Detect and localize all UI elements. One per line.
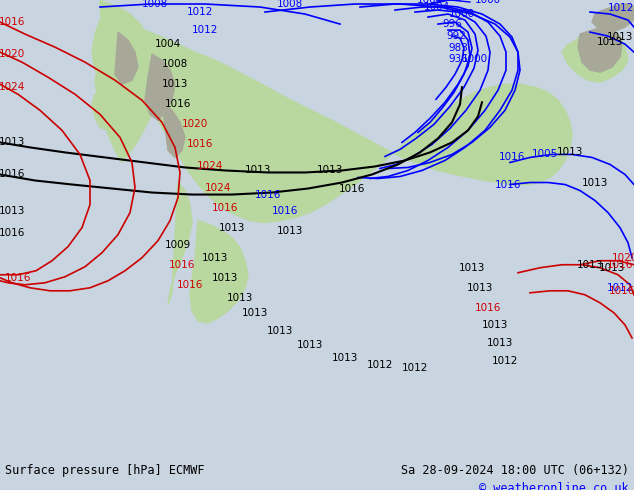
Text: 1016: 1016 [5,273,31,283]
Text: 1024: 1024 [205,182,231,193]
Text: 1013: 1013 [277,225,303,236]
Text: 983: 983 [448,43,468,53]
Text: 1004: 1004 [155,39,181,49]
Text: 1020: 1020 [612,253,634,263]
Text: 1024: 1024 [197,162,223,172]
Polygon shape [578,27,622,72]
Polygon shape [92,92,118,130]
Text: 1012: 1012 [492,356,518,366]
Text: 1013: 1013 [212,273,238,283]
Polygon shape [92,20,128,77]
Text: 1020: 1020 [0,49,25,59]
Polygon shape [118,20,572,222]
Text: 1016: 1016 [187,139,213,149]
Text: 1012: 1012 [608,3,634,13]
Text: 1016: 1016 [177,280,203,290]
Text: 1016: 1016 [499,152,525,162]
Text: 1012: 1012 [607,283,633,293]
Text: 1000: 1000 [475,0,501,5]
Polygon shape [115,32,138,84]
Text: 1004: 1004 [417,0,443,5]
Text: 1013: 1013 [227,293,253,303]
Polygon shape [562,27,628,82]
Text: 1013: 1013 [482,320,508,330]
Text: 1013: 1013 [219,222,245,233]
Polygon shape [190,220,248,323]
Text: 936: 936 [448,54,468,64]
Text: 1013: 1013 [202,253,228,263]
Text: 1008: 1008 [162,59,188,69]
Text: 1012: 1012 [367,360,393,370]
Text: 1000: 1000 [449,9,475,19]
Text: 1008: 1008 [142,0,168,9]
Text: 1013: 1013 [487,338,513,348]
Text: 996: 996 [442,19,462,29]
Text: 1016: 1016 [609,286,634,296]
Text: 1012: 1012 [402,363,428,373]
Text: 1020: 1020 [182,120,208,129]
Text: 1013: 1013 [317,166,343,175]
Text: 1016: 1016 [475,303,501,313]
Text: 1016: 1016 [272,206,298,216]
Text: 1012: 1012 [187,7,213,17]
Text: 1004: 1004 [424,2,450,12]
Text: 1016: 1016 [0,228,25,238]
Polygon shape [592,4,634,32]
Text: Surface pressure [hPa] ECMWF: Surface pressure [hPa] ECMWF [5,464,205,477]
Text: 1013: 1013 [162,79,188,89]
Text: 1016: 1016 [169,260,195,270]
Text: 1013: 1013 [557,147,583,157]
Polygon shape [168,182,192,305]
Polygon shape [95,0,162,163]
Text: 1013: 1013 [467,283,493,293]
Text: 1013: 1013 [0,137,25,147]
Text: 1013: 1013 [582,177,608,188]
Text: 1000: 1000 [462,54,488,64]
Text: 1024: 1024 [0,82,25,92]
Text: 1008: 1008 [277,0,303,9]
Text: 1013: 1013 [0,206,25,216]
Text: Sa 28-09-2024 18:00 UTC (06+132): Sa 28-09-2024 18:00 UTC (06+132) [401,464,629,477]
Text: 1013: 1013 [597,37,623,47]
Text: 1005: 1005 [532,149,558,159]
Polygon shape [145,54,175,121]
Text: 1013: 1013 [267,326,293,336]
Text: 1016: 1016 [339,184,365,194]
Text: 1013: 1013 [242,308,268,318]
Text: 1013: 1013 [332,353,358,363]
Text: 992: 992 [446,31,466,41]
Text: © weatheronline.co.uk: © weatheronline.co.uk [479,482,629,490]
Text: 1009: 1009 [165,240,191,250]
Text: 1016: 1016 [495,179,521,190]
Text: 1012: 1012 [192,25,218,35]
Text: 1016: 1016 [212,202,238,213]
Text: 1013: 1013 [459,263,485,273]
Text: 1016: 1016 [0,17,25,27]
Polygon shape [162,102,185,157]
Text: 1013: 1013 [598,263,625,273]
Text: 1013: 1013 [577,260,603,270]
Text: 1016: 1016 [607,260,633,270]
Text: 1013: 1013 [245,166,271,175]
Text: 1013: 1013 [607,32,633,42]
Text: 1016: 1016 [165,99,191,109]
Text: 1013: 1013 [297,340,323,350]
Text: 1016: 1016 [255,190,281,199]
Text: 1016: 1016 [0,170,25,179]
